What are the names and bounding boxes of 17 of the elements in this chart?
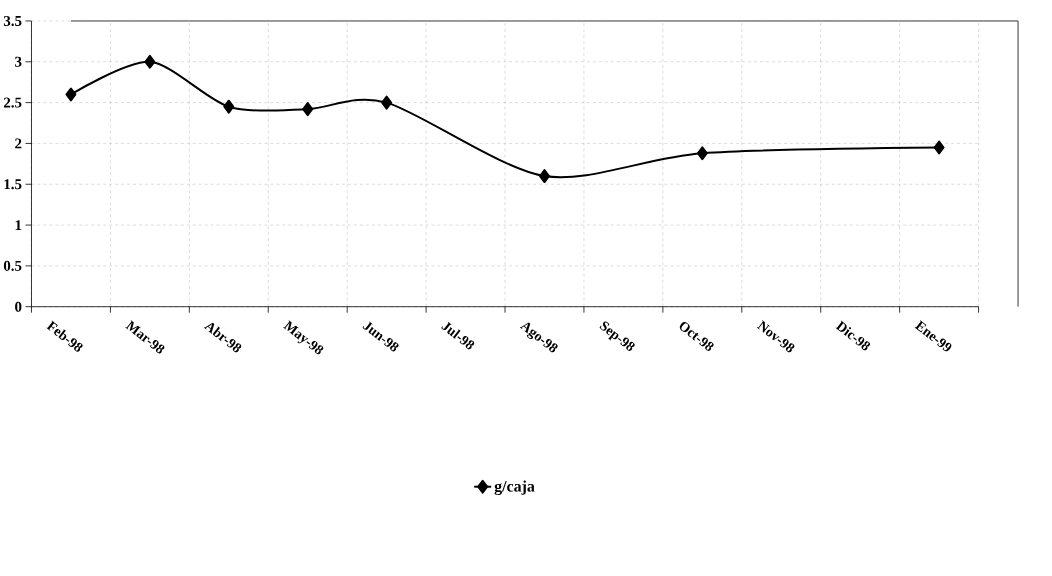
point <box>696 146 708 160</box>
y-tick-label: 3.5 <box>3 15 22 26</box>
point <box>223 99 235 114</box>
point <box>302 101 314 116</box>
point <box>539 168 550 183</box>
y-tick-label: 1.5 <box>4 179 22 190</box>
y-tick-label: 0.5 <box>3 260 22 271</box>
point <box>381 95 393 110</box>
y-tick-label: 2.5 <box>3 97 22 108</box>
legend-label: g/caja <box>494 480 535 495</box>
y-tick-label: 0 <box>15 301 22 312</box>
point <box>144 54 156 69</box>
y-tick-label: 3 <box>15 56 22 67</box>
point <box>933 140 945 155</box>
point <box>65 87 77 102</box>
y-tick-label: 2 <box>15 138 22 149</box>
y-tick-label: 1 <box>15 219 22 230</box>
